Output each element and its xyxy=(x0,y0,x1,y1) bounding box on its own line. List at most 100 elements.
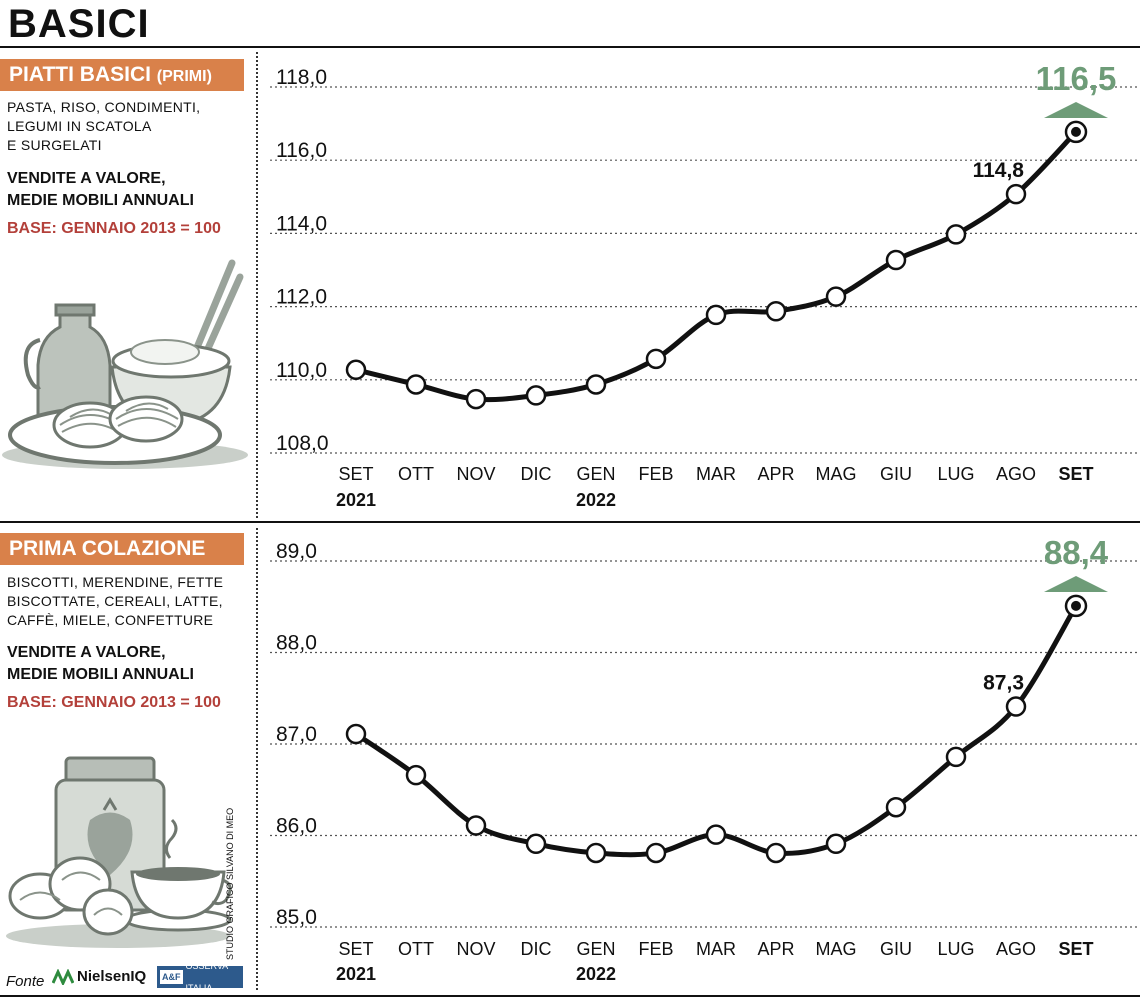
measure-line: VENDITE A VALORE, xyxy=(7,170,166,187)
x-tick-label: OTT xyxy=(398,939,434,959)
x-tick-label: OTT xyxy=(398,464,434,484)
data-point xyxy=(1005,183,1027,205)
x-tick-label: GIU xyxy=(880,464,912,484)
base-note: BASE: GENNAIO 2013 = 100 xyxy=(7,220,221,237)
y-tick-label: 114,0 xyxy=(276,212,327,235)
x-tick-label: APR xyxy=(757,939,794,959)
data-point xyxy=(525,385,547,406)
data-point xyxy=(585,842,607,864)
data-point xyxy=(705,304,727,326)
up-arrow-icon xyxy=(1044,576,1108,592)
osserva-logo-mark: A&F xyxy=(160,970,183,984)
x-tick-label: MAG xyxy=(815,464,856,484)
x-tick-label: SET xyxy=(338,464,373,484)
x-tick-label: MAR xyxy=(696,464,736,484)
x-tick-label: AGO xyxy=(996,939,1036,959)
data-point xyxy=(1005,696,1027,717)
highlight-point-core xyxy=(1071,600,1081,611)
data-point xyxy=(945,746,967,768)
data-point xyxy=(345,359,367,381)
year-label: 2021 xyxy=(336,490,376,510)
measure-line: VENDITE A VALORE, xyxy=(7,644,166,661)
up-arrow-icon xyxy=(1044,102,1108,118)
data-point xyxy=(645,348,667,370)
x-tick-label: GIU xyxy=(880,939,912,959)
panel-divider-top xyxy=(256,52,258,518)
y-tick-label: 110,0 xyxy=(276,359,327,382)
x-tick-label: GEN xyxy=(576,939,615,959)
data-point xyxy=(765,842,787,864)
measure-line: MEDIE MOBILI ANNUALI xyxy=(7,192,194,209)
data-point xyxy=(465,388,487,410)
highlight-value: 88,4 xyxy=(1044,534,1109,571)
measure-note: VENDITE A VALORE, MEDIE MOBILI ANNUALI xyxy=(7,168,194,212)
panel-tag-text: PRIMA COLAZIONE xyxy=(9,537,206,560)
series-line xyxy=(354,604,1079,858)
y-tick-label: 108,0 xyxy=(276,432,329,455)
nielsen-mark-icon xyxy=(52,968,74,985)
source-label: Fonte xyxy=(6,973,45,990)
desc-line: PASTA, RISO, CONDIMENTI, xyxy=(7,99,201,115)
panel-tag-colazione: PRIMA COLAZIONE xyxy=(0,533,244,565)
panel-tag-small: (PRIMI) xyxy=(156,68,212,85)
desc-line: LEGUMI IN SCATOLA xyxy=(7,118,152,134)
data-point xyxy=(885,249,907,271)
desc-line: E SURGELATI xyxy=(7,137,102,153)
data-point xyxy=(405,374,427,395)
data-label: 87,3 xyxy=(983,672,1024,695)
y-tick-label: 85,0 xyxy=(276,906,317,929)
page-title: BASICI xyxy=(8,2,150,46)
y-tick-label: 87,0 xyxy=(276,723,317,746)
x-tick-label: SET xyxy=(338,939,373,959)
year-label: 2022 xyxy=(576,964,616,984)
x-tick-label: MAG xyxy=(815,939,856,959)
data-point xyxy=(465,815,487,836)
x-tick-label: NOV xyxy=(456,939,495,959)
x-tick-label: AGO xyxy=(996,464,1036,484)
desc-line: BISCOTTI, MERENDINE, FETTE xyxy=(7,574,224,590)
measure-note: VENDITE A VALORE, MEDIE MOBILI ANNUALI xyxy=(7,642,194,686)
x-tick-label: LUG xyxy=(937,939,974,959)
data-point xyxy=(585,374,607,395)
measure-line: MEDIE MOBILI ANNUALI xyxy=(7,666,194,683)
y-tick-label: 116,0 xyxy=(276,139,327,162)
data-point xyxy=(645,842,667,864)
middle-rule xyxy=(0,521,1140,523)
x-tick-label: FEB xyxy=(638,939,673,959)
data-point xyxy=(705,824,727,845)
y-tick-label: 89,0 xyxy=(276,540,317,563)
y-tick-label: 86,0 xyxy=(276,815,317,838)
year-label: 2022 xyxy=(576,490,616,510)
panel-divider-bottom xyxy=(256,528,258,990)
data-point xyxy=(825,833,847,855)
x-tick-label: DIC xyxy=(521,939,552,959)
base-note: BASE: GENNAIO 2013 = 100 xyxy=(7,694,221,711)
pasta-illustration xyxy=(2,259,248,469)
x-tick-label: LUG xyxy=(937,464,974,484)
data-point xyxy=(945,224,967,245)
highlight-point-core xyxy=(1071,126,1081,137)
x-tick-label: SET xyxy=(1058,939,1093,959)
y-tick-label: 88,0 xyxy=(276,632,317,655)
x-tick-label: MAR xyxy=(696,939,736,959)
x-tick-label: DIC xyxy=(521,464,552,484)
osserva-italia-logo: A&F OSSERVA ITALIA xyxy=(157,961,243,993)
highlight-value: 116,5 xyxy=(1036,60,1117,97)
x-tick-label: APR xyxy=(757,464,794,484)
x-tick-label: NOV xyxy=(456,464,495,484)
x-tick-label: FEB xyxy=(638,464,673,484)
data-point xyxy=(825,286,847,307)
data-point xyxy=(765,300,787,322)
nielseniq-logo: NielsenIQ xyxy=(52,968,146,985)
panel-tag-primi: PIATTI BASICI (PRIMI) xyxy=(0,59,244,91)
y-tick-label: 118,0 xyxy=(276,66,327,89)
bottom-rule xyxy=(0,995,1140,997)
data-point xyxy=(405,764,427,786)
osserva-logo-text: OSSERVA ITALIA xyxy=(185,961,228,993)
desc-line: CAFFÈ, MIELE, CONFETTURE xyxy=(7,612,214,628)
data-point xyxy=(525,833,547,855)
panel-description: BISCOTTI, MERENDINE, FETTE BISCOTTATE, C… xyxy=(7,573,223,630)
year-label: 2021 xyxy=(336,964,376,984)
